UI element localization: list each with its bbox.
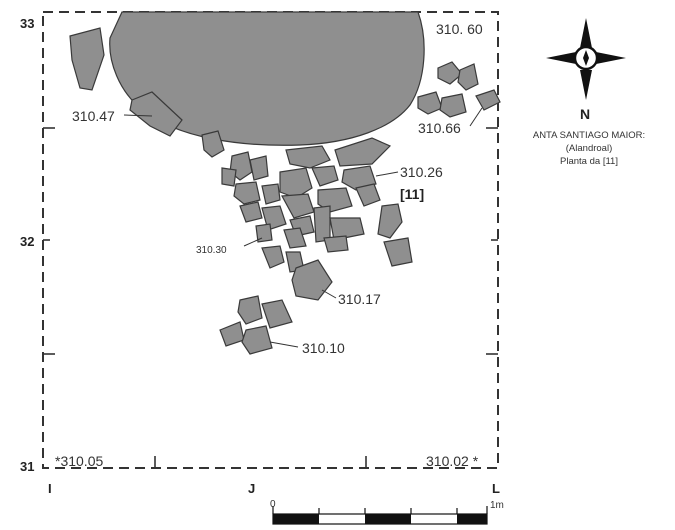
col-label-j: J <box>248 481 255 496</box>
stone <box>313 205 331 243</box>
elevation-upper-right: 310.66 <box>418 120 461 136</box>
col-label-l: L <box>492 481 500 496</box>
stone <box>129 91 183 137</box>
elevation-corner-bottom-left: *310.05 <box>55 453 103 469</box>
stone <box>201 130 225 158</box>
stone <box>437 61 463 85</box>
stone-group <box>69 27 501 355</box>
row-label-31: 31 <box>20 459 34 474</box>
col-label-i: I <box>48 481 52 496</box>
stone <box>255 223 273 243</box>
row-label-33: 33 <box>20 16 34 31</box>
stone <box>281 193 315 219</box>
scale-start-label: 0 <box>270 499 276 510</box>
stone <box>475 89 501 111</box>
stone <box>323 235 349 253</box>
stone <box>261 299 293 329</box>
stone <box>69 27 105 91</box>
elevation-lower: 310.17 <box>338 291 381 307</box>
stone <box>219 321 245 347</box>
elevation-corner-bottom-right: 310.02 * <box>426 453 479 469</box>
stone <box>261 183 281 205</box>
stone <box>285 145 331 169</box>
elevation-center-left: 310.30 <box>196 245 227 256</box>
site-name: ANTA SANTIAGO MAIOR: <box>532 130 646 141</box>
stone <box>237 295 263 325</box>
scale-bar <box>272 506 488 525</box>
stone <box>241 325 273 355</box>
stone <box>377 203 403 239</box>
elevation-upper-left: 310.47 <box>72 108 115 124</box>
stone <box>239 201 263 223</box>
site-caption: ANTA SANTIAGO MAIOR: (Alandroal) Planta … <box>504 129 674 168</box>
north-label: N <box>580 106 590 122</box>
plan-caption: Planta da [11] <box>560 156 618 167</box>
stone <box>283 227 307 249</box>
stone <box>221 167 237 187</box>
elevation-bottom: 310.10 <box>302 340 345 356</box>
north-arrow-icon <box>546 18 626 100</box>
stone <box>417 91 443 115</box>
stone <box>355 183 381 207</box>
large-slab <box>109 11 425 146</box>
leader-lines <box>123 107 483 348</box>
stone <box>261 245 285 269</box>
stone <box>249 155 269 181</box>
grid-ticks <box>43 127 498 468</box>
square-reference: [11] <box>400 186 424 202</box>
stone <box>329 217 365 241</box>
site-place: (Alandroal) <box>565 143 613 154</box>
stone <box>457 63 479 91</box>
scale-end-label: 1m <box>490 500 504 511</box>
stone <box>439 93 467 118</box>
stone <box>279 167 313 199</box>
stone <box>334 137 392 167</box>
elevation-center-right: 310.26 <box>400 164 443 180</box>
elevation-top-right: 310. 60 <box>436 21 483 37</box>
stone <box>383 237 413 267</box>
stone <box>311 165 339 187</box>
stone <box>233 181 261 205</box>
row-label-32: 32 <box>20 234 34 249</box>
